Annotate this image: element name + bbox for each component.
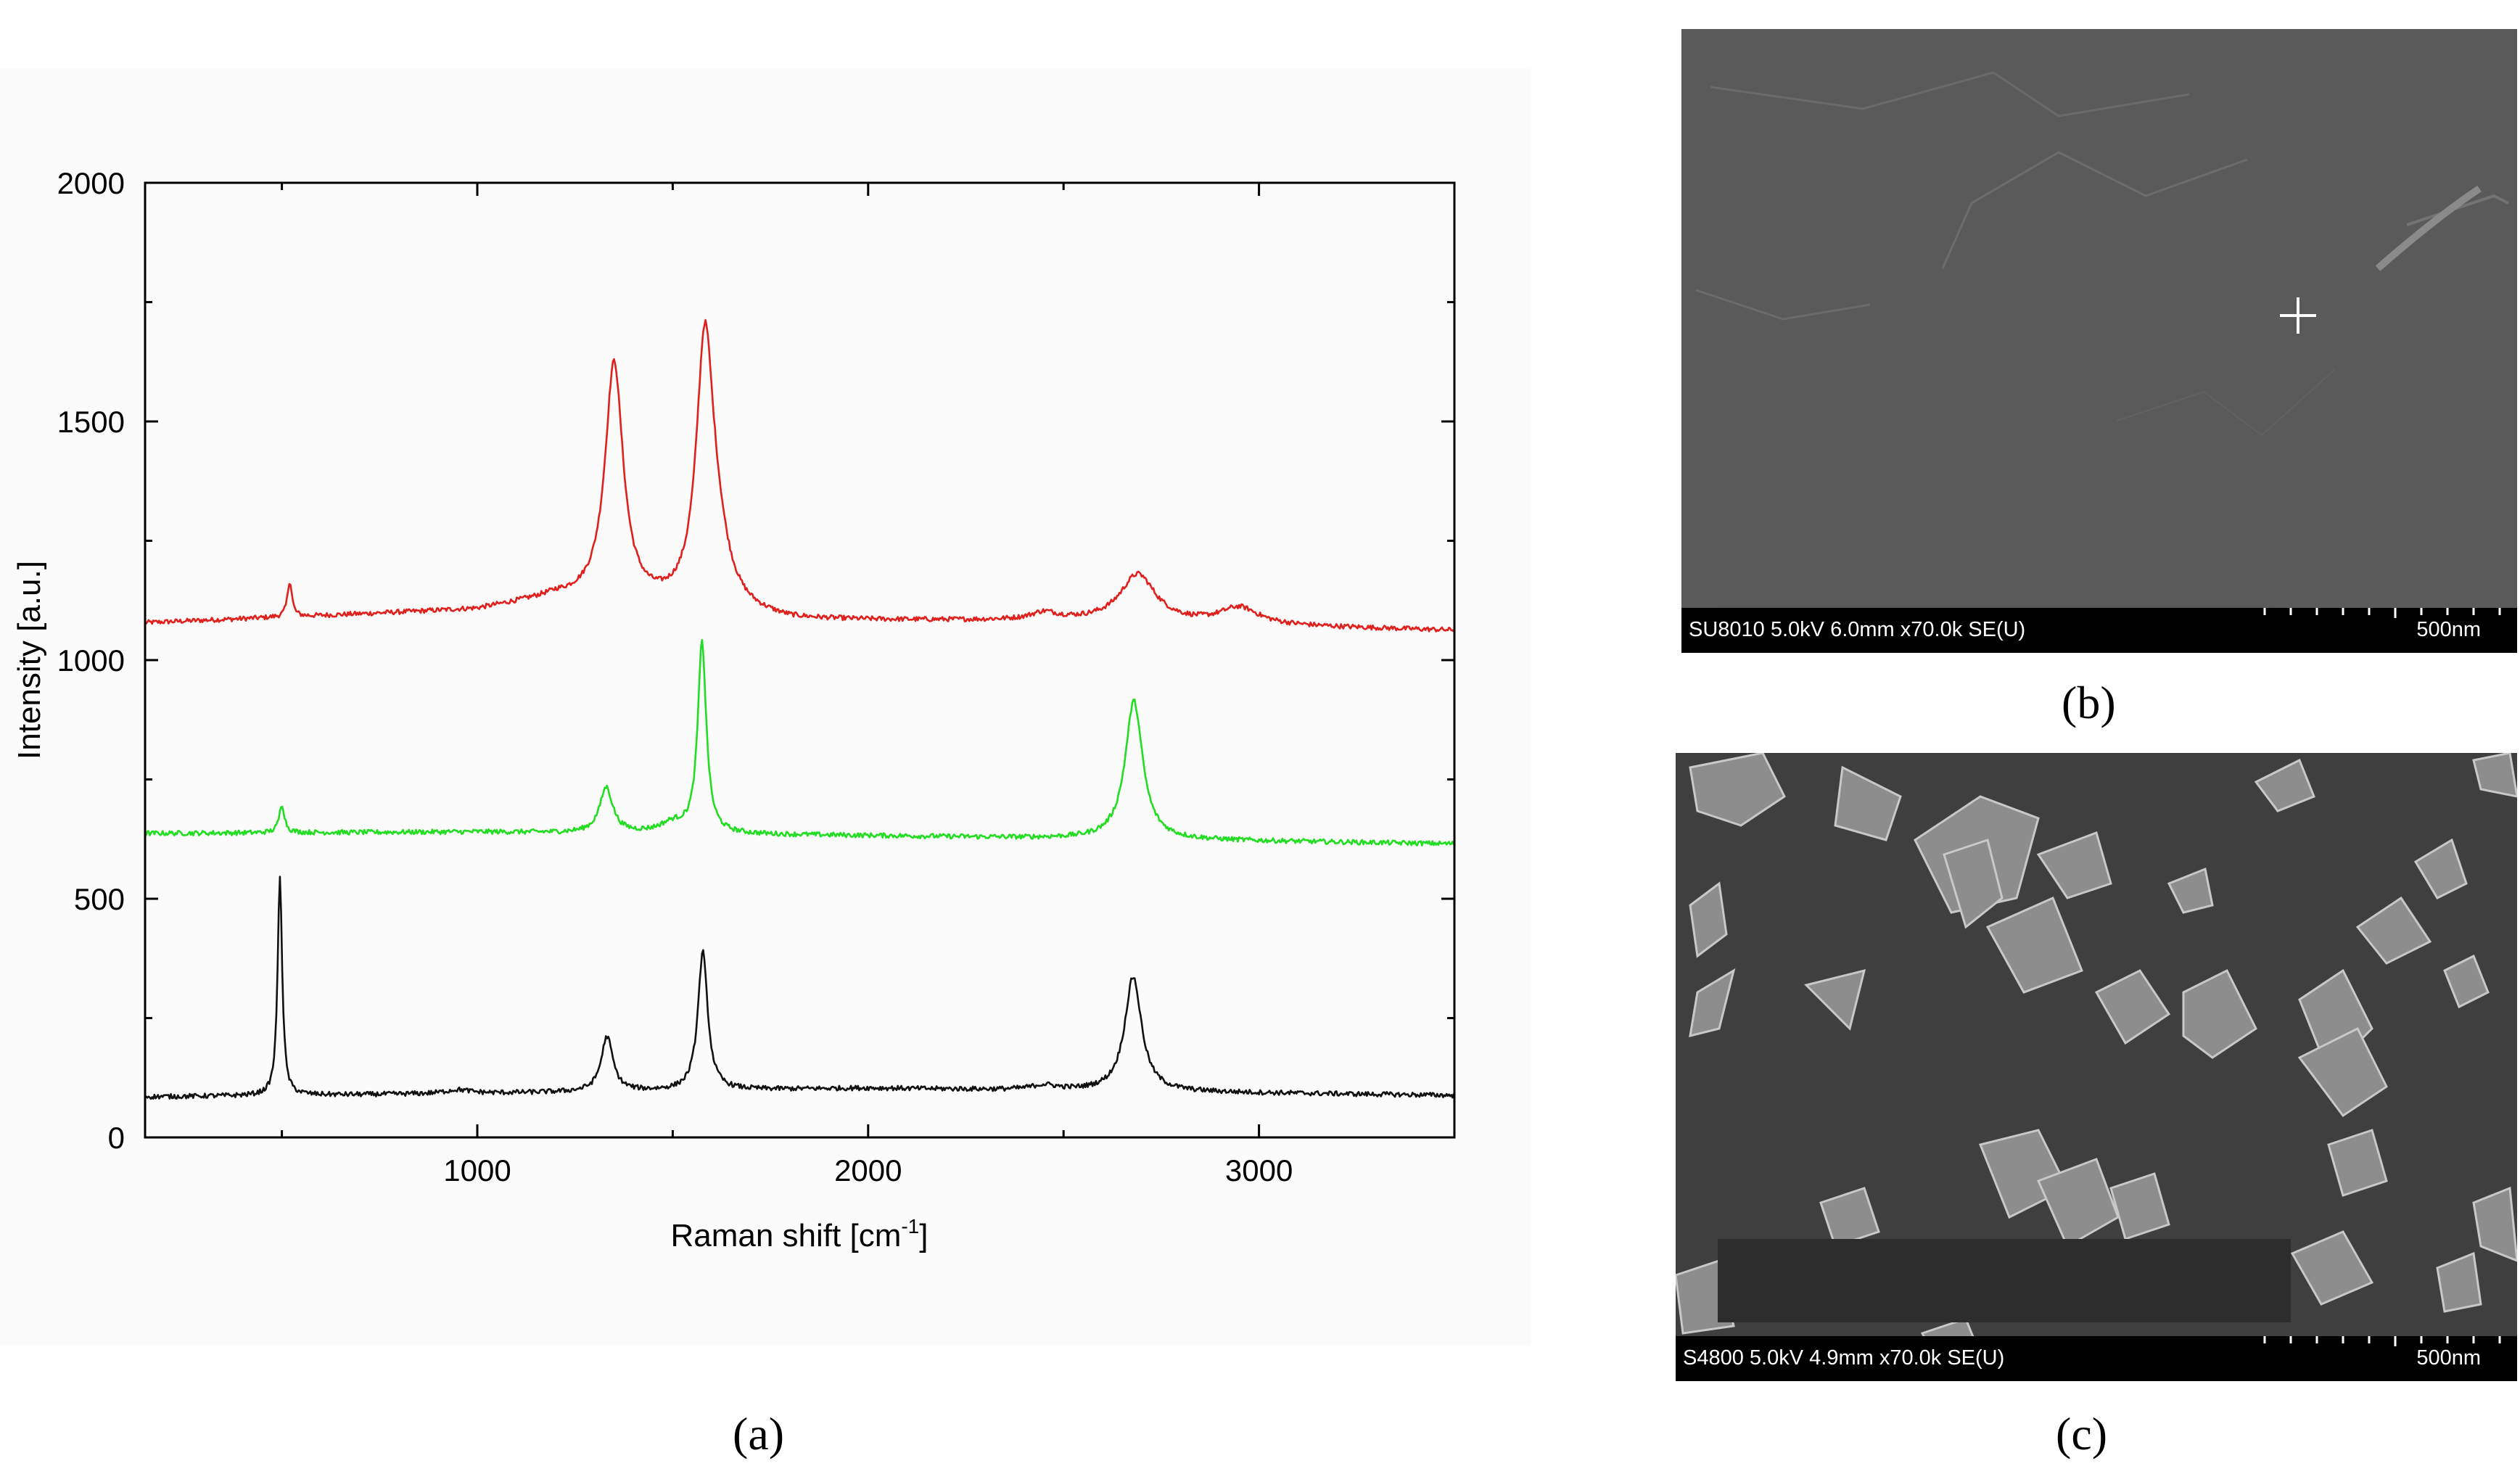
x-axis-label: Raman shift [cm-1] <box>670 1215 928 1253</box>
panel-label-b: (b) <box>2062 677 2116 728</box>
sem-b-info: SU8010 5.0kV 6.0mm x70.0k SE(U) <box>1689 618 2026 641</box>
y-tick-label: 1500 <box>57 405 125 439</box>
y-tick-label: 500 <box>74 882 125 916</box>
sem-image-c: S4800 5.0kV 4.9mm x70.0k SE(U) 500nm <box>1676 753 2517 1381</box>
sem-b-scale-label: 500nm <box>2416 618 2481 641</box>
plot-frame <box>144 181 1456 1139</box>
axis-ticks <box>145 181 1456 1139</box>
x-tick-label: 2000 <box>834 1153 902 1187</box>
crosshair-icon <box>2280 297 2316 334</box>
redaction-box-b <box>1716 530 2276 608</box>
y-tick-label: 2000 <box>57 166 125 200</box>
y-axis-label: Intensity [a.u.] <box>12 561 47 759</box>
series-line-2 <box>144 638 1455 847</box>
sem-info-bar-b: SU8010 5.0kV 6.0mm x70.0k SE(U) 500nm <box>1681 608 2517 653</box>
panel-label-c: (c) <box>2056 1408 2108 1459</box>
panel-label-a: (a) <box>733 1408 785 1459</box>
sem-c-info: S4800 5.0kV 4.9mm x70.0k SE(U) <box>1683 1346 2005 1370</box>
y-tick-label: 0 <box>108 1121 125 1155</box>
sem-c-scale-label: 500nm <box>2416 1346 2481 1370</box>
sem-b-texture <box>1695 71 2509 437</box>
series-line-1 <box>144 318 1454 633</box>
series-line-3 <box>144 876 1455 1100</box>
tick-labels: 0 500 1000 1500 2000 1000 2000 3000 <box>57 166 1293 1187</box>
series-layer <box>144 318 1455 1100</box>
sem-c-flakes <box>1676 753 2517 1364</box>
x-tick-label: 1000 <box>443 1153 511 1187</box>
sem-c-scale-ticks <box>2263 1336 2501 1346</box>
redaction-box-c <box>1718 1239 2291 1322</box>
x-tick-label: 3000 <box>1225 1153 1293 1187</box>
sem-b-scale-ticks <box>2263 608 2501 618</box>
chart-background <box>0 69 1531 1346</box>
sem-info-bar-c: S4800 5.0kV 4.9mm x70.0k SE(U) 500nm <box>1676 1336 2517 1381</box>
y-tick-label: 1000 <box>57 643 125 678</box>
sem-image-b: SU8010 5.0kV 6.0mm x70.0k SE(U) 500nm <box>1681 29 2517 653</box>
